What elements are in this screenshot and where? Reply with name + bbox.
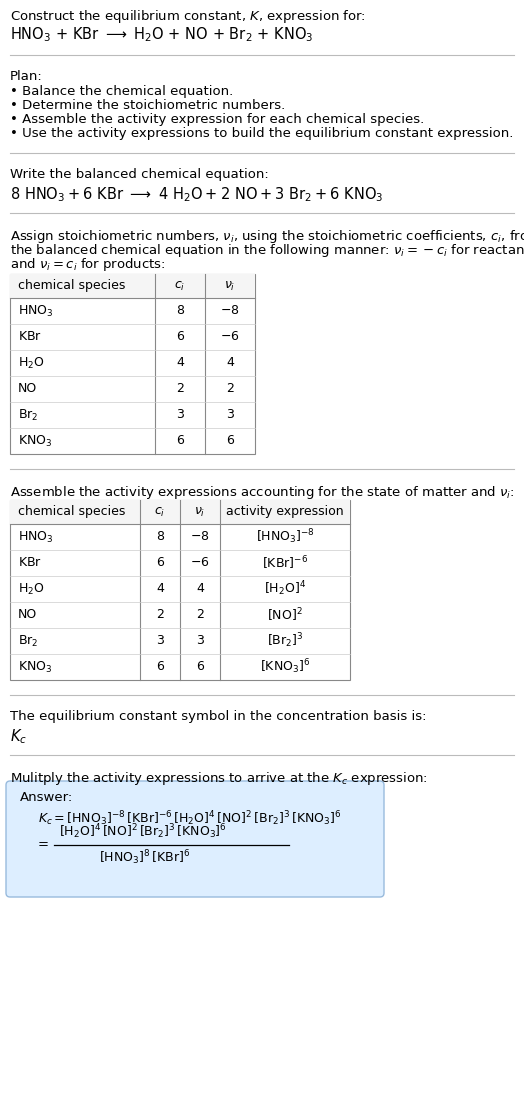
Text: Assign stoichiometric numbers, $\nu_i$, using the stoichiometric coefficients, $: Assign stoichiometric numbers, $\nu_i$, …: [10, 228, 524, 245]
Text: $\mathrm{KNO_3}$: $\mathrm{KNO_3}$: [18, 660, 52, 674]
Text: $[\mathrm{KNO_3}]^{6}$: $[\mathrm{KNO_3}]^{6}$: [260, 658, 310, 676]
Text: Write the balanced chemical equation:: Write the balanced chemical equation:: [10, 168, 269, 182]
Bar: [10, 275, 255, 298]
Text: 3: 3: [196, 634, 204, 648]
Text: • Determine the stoichiometric numbers.: • Determine the stoichiometric numbers.: [10, 99, 285, 112]
Text: Plan:: Plan:: [10, 70, 43, 83]
Text: $c_i$: $c_i$: [174, 279, 185, 292]
Text: • Use the activity expressions to build the equilibrium constant expression.: • Use the activity expressions to build …: [10, 127, 514, 139]
Text: 4: 4: [226, 356, 234, 370]
Text: Answer:: Answer:: [20, 792, 73, 804]
Text: • Balance the chemical equation.: • Balance the chemical equation.: [10, 85, 233, 99]
Text: chemical species: chemical species: [18, 506, 125, 518]
Text: $\mathrm{HNO_3}$: $\mathrm{HNO_3}$: [18, 303, 53, 319]
Text: NO: NO: [18, 383, 37, 395]
Text: 6: 6: [156, 557, 164, 569]
Text: $K_c$: $K_c$: [10, 727, 27, 746]
Text: $\mathrm{Br_2}$: $\mathrm{Br_2}$: [18, 633, 38, 649]
Text: Assemble the activity expressions accounting for the state of matter and $\nu_i$: Assemble the activity expressions accoun…: [10, 484, 515, 501]
Text: $K_c = [\mathrm{HNO_3}]^{-8}\,[\mathrm{KBr}]^{-6}\,[\mathrm{H_2O}]^{4}\,[\mathrm: $K_c = [\mathrm{HNO_3}]^{-8}\,[\mathrm{K…: [38, 809, 342, 828]
Text: $\mathrm{HNO_3}$: $\mathrm{HNO_3}$: [18, 529, 53, 545]
Bar: [10, 275, 255, 454]
Text: 6: 6: [196, 661, 204, 673]
Text: $\mathrm{KBr}$: $\mathrm{KBr}$: [18, 557, 42, 569]
Text: $c_i$: $c_i$: [155, 506, 166, 518]
Text: 8: 8: [176, 304, 184, 318]
Text: activity expression: activity expression: [226, 506, 344, 518]
Text: 3: 3: [226, 408, 234, 422]
Text: $8\ \mathrm{HNO_3} + 6\ \mathrm{KBr}\ \longrightarrow\ 4\ \mathrm{H_2O} + 2\ \ma: $8\ \mathrm{HNO_3} + 6\ \mathrm{KBr}\ \l…: [10, 185, 384, 204]
Text: 6: 6: [226, 435, 234, 447]
Text: $-6$: $-6$: [220, 331, 240, 343]
Bar: [10, 500, 350, 524]
Text: 4: 4: [156, 582, 164, 596]
Text: $\mathrm{Br_2}$: $\mathrm{Br_2}$: [18, 407, 38, 423]
Text: $\nu_i$: $\nu_i$: [194, 506, 206, 518]
Text: $[\mathrm{HNO_3}]^{8}\,[\mathrm{KBr}]^{6}$: $[\mathrm{HNO_3}]^{8}\,[\mathrm{KBr}]^{6…: [99, 849, 190, 868]
Text: 8: 8: [156, 530, 164, 544]
Text: the balanced chemical equation in the following manner: $\nu_i = -c_i$ for react: the balanced chemical equation in the fo…: [10, 242, 524, 259]
Text: $\nu_i$: $\nu_i$: [224, 279, 236, 292]
Text: $\mathrm{H_2O}$: $\mathrm{H_2O}$: [18, 355, 45, 371]
Text: 4: 4: [196, 582, 204, 596]
Text: chemical species: chemical species: [18, 279, 125, 292]
Text: Mulitply the activity expressions to arrive at the $K_c$ expression:: Mulitply the activity expressions to arr…: [10, 770, 428, 787]
Text: $[\mathrm{KBr}]^{-6}$: $[\mathrm{KBr}]^{-6}$: [262, 555, 308, 572]
Text: 3: 3: [176, 408, 184, 422]
Text: 6: 6: [176, 435, 184, 447]
Text: $[\mathrm{Br_2}]^{3}$: $[\mathrm{Br_2}]^{3}$: [267, 632, 303, 650]
Text: 2: 2: [156, 609, 164, 621]
Text: $[\mathrm{HNO_3}]^{-8}$: $[\mathrm{HNO_3}]^{-8}$: [256, 528, 314, 547]
Text: $[\mathrm{NO}]^{2}$: $[\mathrm{NO}]^{2}$: [267, 607, 303, 623]
Text: 2: 2: [226, 383, 234, 395]
Text: 4: 4: [176, 356, 184, 370]
Text: 6: 6: [176, 331, 184, 343]
Text: $[\mathrm{H_2O}]^{4}\,[\mathrm{NO}]^{2}\,[\mathrm{Br_2}]^{3}\,[\mathrm{KNO_3}]^{: $[\mathrm{H_2O}]^{4}\,[\mathrm{NO}]^{2}\…: [59, 823, 227, 841]
Text: $-6$: $-6$: [190, 557, 210, 569]
Text: NO: NO: [18, 609, 37, 621]
FancyBboxPatch shape: [6, 782, 384, 897]
Text: • Assemble the activity expression for each chemical species.: • Assemble the activity expression for e…: [10, 113, 424, 126]
Text: Construct the equilibrium constant, $K$, expression for:: Construct the equilibrium constant, $K$,…: [10, 8, 366, 25]
Text: 2: 2: [196, 609, 204, 621]
Text: $-8$: $-8$: [190, 530, 210, 544]
Text: $[\mathrm{H_2O}]^{4}$: $[\mathrm{H_2O}]^{4}$: [264, 580, 306, 599]
Text: 2: 2: [176, 383, 184, 395]
Text: 3: 3: [156, 634, 164, 648]
Text: and $\nu_i = c_i$ for products:: and $\nu_i = c_i$ for products:: [10, 256, 166, 273]
Text: $\mathrm{KBr}$: $\mathrm{KBr}$: [18, 331, 42, 343]
Text: $-8$: $-8$: [220, 304, 240, 318]
Text: $\mathrm{H_2O}$: $\mathrm{H_2O}$: [18, 581, 45, 597]
Text: $\mathrm{HNO_3}$ + KBr $\longrightarrow$ $\mathrm{H_2O}$ + NO + $\mathrm{Br_2}$ : $\mathrm{HNO_3}$ + KBr $\longrightarrow$…: [10, 25, 313, 43]
Text: $\mathrm{KNO_3}$: $\mathrm{KNO_3}$: [18, 434, 52, 448]
Text: 6: 6: [156, 661, 164, 673]
Text: The equilibrium constant symbol in the concentration basis is:: The equilibrium constant symbol in the c…: [10, 710, 427, 723]
Bar: [10, 500, 350, 680]
Text: =: =: [38, 838, 49, 851]
